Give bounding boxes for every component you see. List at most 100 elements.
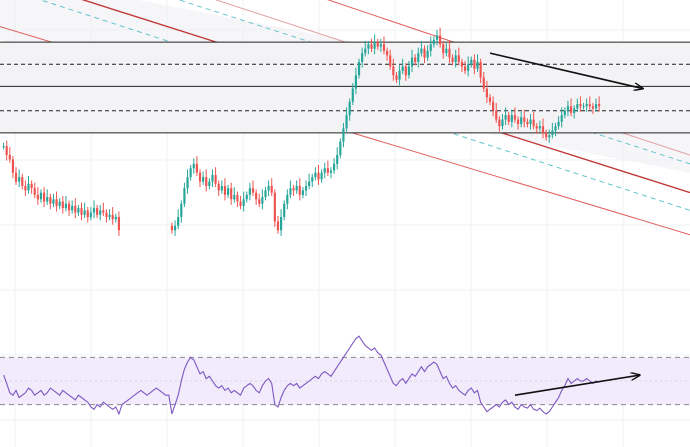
candle-body — [520, 117, 523, 124]
candle-body — [476, 62, 479, 69]
candles-layer — [2, 27, 601, 236]
candle-body — [258, 199, 261, 204]
candle-body — [432, 39, 435, 45]
candle-body — [236, 194, 239, 202]
candle-body — [43, 192, 46, 202]
candle-body — [566, 106, 570, 111]
candle-body — [445, 48, 448, 54]
candle-body — [18, 177, 21, 182]
candle-body — [376, 42, 379, 47]
candle-body — [283, 203, 286, 217]
candle-body — [342, 128, 345, 142]
candle-body — [111, 214, 114, 220]
candle-body — [46, 197, 49, 202]
price-divergence-arrow — [489, 52, 643, 88]
candle-body — [473, 59, 476, 69]
candle-body — [58, 201, 61, 206]
candle-body — [457, 55, 460, 62]
candle-body — [560, 115, 563, 122]
candle-body — [33, 188, 36, 195]
candle-body — [242, 199, 245, 206]
candle-body — [329, 170, 333, 173]
candle-body — [594, 104, 598, 109]
candle-body — [538, 126, 541, 129]
candle-body — [177, 217, 180, 226]
candle-body — [467, 64, 470, 71]
candle-body — [270, 186, 273, 193]
candle-body — [108, 214, 111, 217]
candle-body — [311, 177, 314, 182]
candle-body — [379, 44, 382, 47]
candle-body — [245, 194, 248, 200]
candle-body — [192, 163, 195, 169]
candle-body — [573, 108, 576, 113]
candle-body — [401, 66, 404, 71]
candle-body — [173, 225, 177, 231]
candle-body — [289, 188, 292, 195]
candle-body — [230, 188, 233, 200]
candle-body — [186, 177, 189, 189]
candle-body — [233, 194, 236, 200]
candle-body — [211, 174, 214, 182]
rsi-line — [3, 335, 600, 416]
candle-body — [102, 210, 105, 213]
candle-body — [370, 44, 373, 49]
candle-body — [298, 186, 301, 195]
candle-body — [463, 66, 467, 71]
candle-body — [579, 104, 582, 107]
candle-body — [585, 104, 588, 107]
candle-body — [55, 199, 58, 206]
candle-body — [532, 119, 535, 127]
candle-body — [208, 181, 211, 186]
candle-body — [439, 35, 442, 45]
candle-body — [541, 126, 545, 133]
candle-body — [80, 208, 83, 215]
candle-body — [460, 62, 464, 67]
candle-body — [336, 155, 339, 164]
candle-body — [410, 57, 414, 67]
candle-body — [426, 50, 429, 58]
candle-body — [569, 106, 573, 113]
candle-body — [24, 186, 27, 191]
candle-body — [267, 186, 270, 191]
candle-body — [264, 190, 267, 198]
candle-body — [351, 88, 354, 102]
candle-body — [14, 172, 18, 182]
candle-body — [348, 101, 351, 116]
candle-body — [498, 119, 501, 127]
candle-body — [513, 115, 517, 120]
candle-body — [332, 163, 336, 171]
candle-body — [470, 59, 473, 65]
candle-body — [320, 172, 323, 180]
candle-body — [563, 110, 566, 116]
candle-body — [27, 183, 30, 191]
candle-body — [339, 141, 342, 155]
candle-body — [198, 172, 202, 182]
candle-body — [261, 197, 264, 204]
candle-body — [495, 110, 498, 120]
candle-body — [448, 48, 451, 58]
candle-body — [504, 115, 507, 120]
candle-body — [523, 117, 526, 122]
candle-body — [49, 197, 52, 204]
candle-body — [36, 194, 39, 200]
candle-body — [248, 188, 251, 195]
candle-body — [239, 201, 242, 206]
candle-body — [488, 97, 492, 102]
candle-body — [8, 155, 11, 160]
candle-body — [67, 203, 71, 211]
candle-body — [386, 50, 389, 56]
candle-body — [501, 119, 504, 127]
candle-body — [202, 177, 205, 182]
candle-body — [588, 104, 591, 107]
horizontal-levels — [0, 41, 690, 134]
candle-body — [61, 201, 64, 209]
candle-body — [516, 119, 520, 124]
candle-body — [414, 57, 417, 62]
candle-body — [373, 42, 376, 49]
candle-body — [492, 101, 495, 111]
candle-body — [598, 104, 601, 107]
candle-body — [251, 188, 255, 193]
level-band — [0, 86, 690, 111]
